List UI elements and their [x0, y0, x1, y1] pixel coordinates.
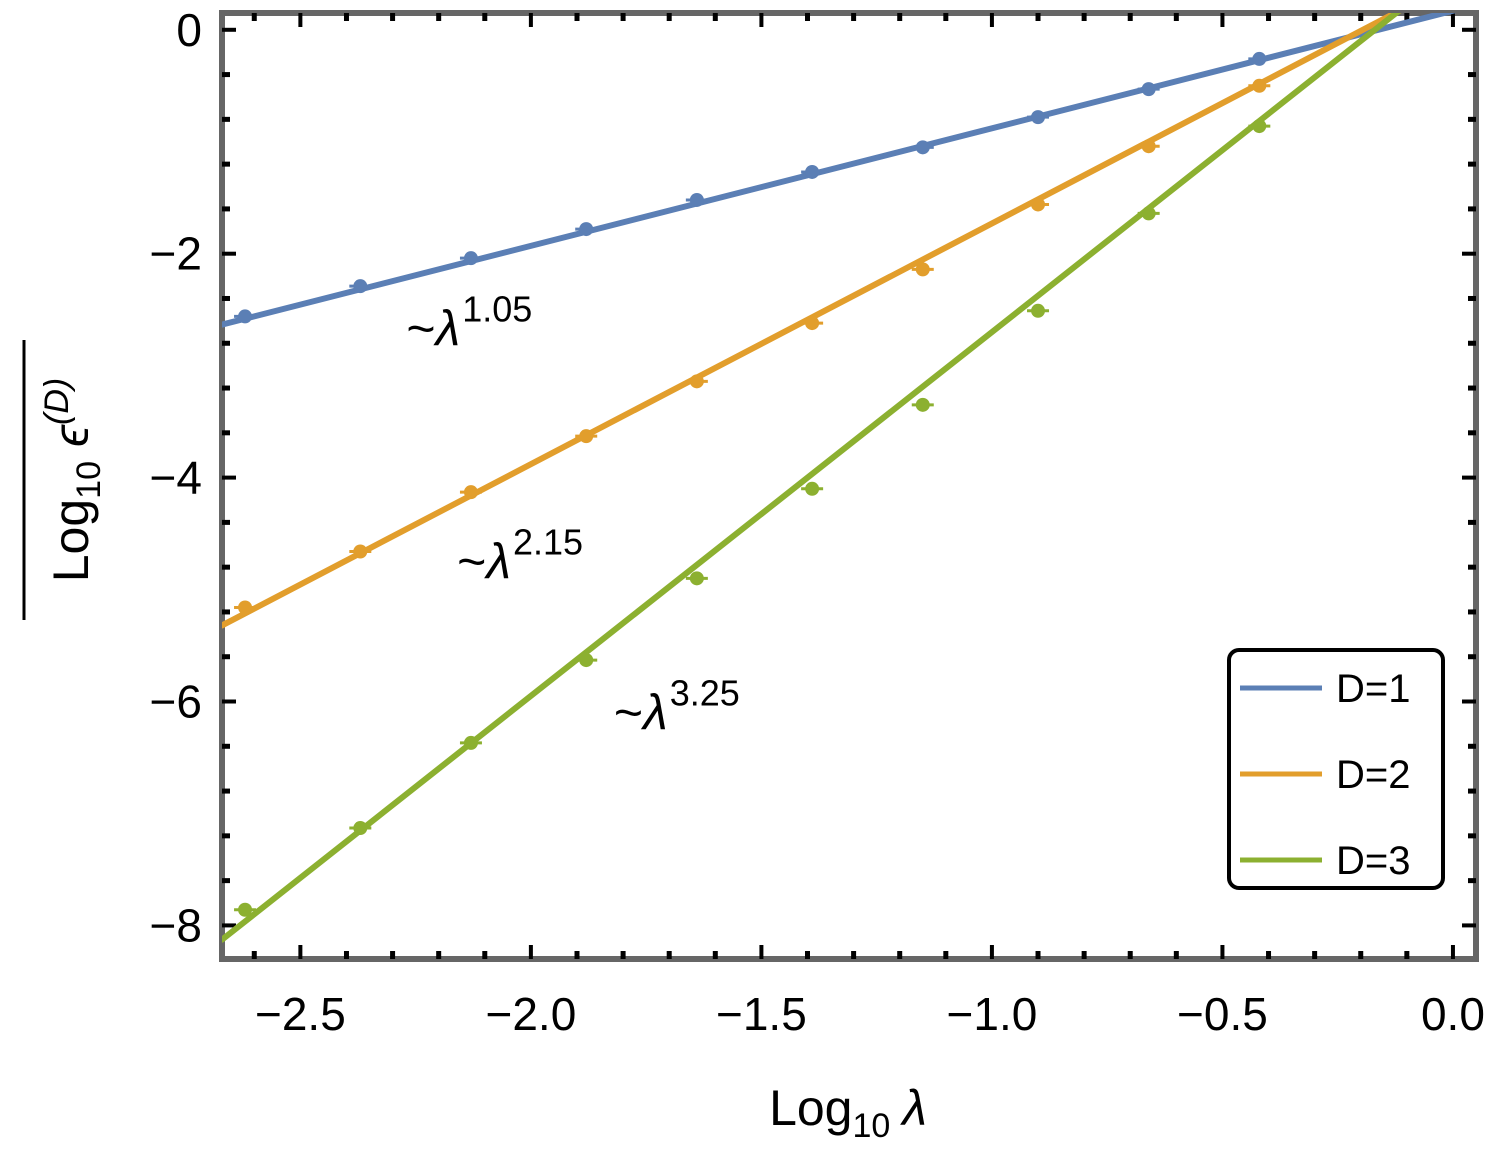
y-tick-label: 0: [176, 4, 202, 56]
y-tick-labels: 0 −2 −4 −6 −8: [150, 4, 202, 952]
data-point: [915, 397, 930, 412]
data-point: [463, 485, 478, 500]
data-point: [689, 192, 704, 207]
y-tick-label: −4: [150, 452, 202, 504]
data-point: [353, 821, 368, 836]
data-point: [238, 600, 253, 615]
legend-label-1: D=1: [1336, 667, 1411, 711]
data-point: [1141, 206, 1156, 221]
data-point: [1141, 139, 1156, 154]
series-line-3: [222, 13, 1402, 943]
x-tick-label: −1.0: [947, 988, 1038, 1040]
data-point: [689, 374, 704, 389]
series-line-1: [222, 13, 1457, 328]
data-point: [1031, 197, 1046, 212]
y-tick-label: −6: [150, 676, 202, 728]
data-point: [463, 735, 478, 750]
annotations: ~λ1.05 ~λ2.15 ~λ3.25: [406, 288, 739, 740]
legend: D=1 D=2 D=3: [1227, 648, 1445, 890]
slope-annotation-3: ~λ3.25: [614, 672, 740, 740]
data-point: [915, 262, 930, 277]
x-tick-label: −2.0: [485, 988, 576, 1040]
slope-annotation-1: ~λ1.05: [406, 288, 532, 356]
legend-label-3: D=3: [1336, 839, 1411, 883]
data-point: [805, 316, 820, 331]
data-point: [463, 251, 478, 266]
data-point: [1141, 82, 1156, 97]
data-point: [805, 164, 820, 179]
series-line-2: [222, 13, 1402, 629]
y-tick-label: −8: [150, 899, 202, 951]
tick-marks: [222, 13, 1476, 959]
data-point: [1252, 119, 1267, 134]
x-axis-label: Log10 λ: [769, 1080, 927, 1145]
points-layer: [234, 51, 1271, 917]
data-point: [238, 902, 253, 917]
data-point: [689, 571, 704, 586]
x-tick-labels: −2.5 −2.0 −1.5 −1.0 −0.5 0.0: [255, 988, 1485, 1040]
data-point: [1252, 51, 1267, 66]
data-point: [1031, 303, 1046, 318]
legend-label-2: D=2: [1336, 753, 1411, 797]
y-axis-label: Log10ϵ(D): [22, 340, 108, 620]
x-tick-label: −2.5: [255, 988, 346, 1040]
slope-annotation-2: ~λ2.15: [457, 521, 583, 589]
legend-box: [1227, 648, 1445, 890]
x-tick-label: −1.5: [716, 988, 807, 1040]
data-point: [353, 544, 368, 559]
y-tick-label: −2: [150, 228, 202, 280]
data-point: [353, 279, 368, 294]
data-point: [915, 140, 930, 155]
svg-text:Log10ϵ(D): Log10ϵ(D): [38, 378, 108, 583]
data-point: [238, 309, 253, 324]
data-point: [579, 429, 594, 444]
data-point: [579, 222, 594, 237]
data-point: [579, 653, 594, 668]
x-tick-label: 0.0: [1421, 988, 1485, 1040]
data-point: [805, 481, 820, 496]
plot-frame: [219, 10, 1479, 962]
data-point: [1252, 78, 1267, 93]
data-point: [1031, 110, 1046, 125]
x-tick-label: −0.5: [1177, 988, 1268, 1040]
